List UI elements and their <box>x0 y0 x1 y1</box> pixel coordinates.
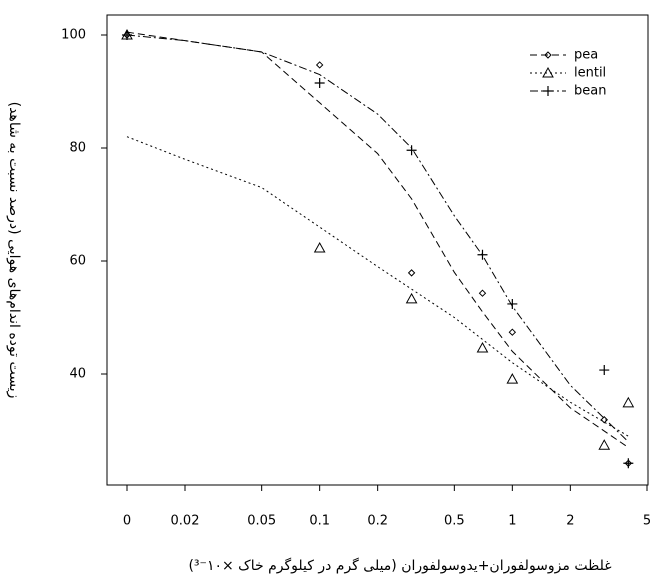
legend-label: pea <box>574 48 598 63</box>
point <box>623 458 634 469</box>
plot-frame <box>106 14 649 486</box>
point <box>314 78 325 89</box>
y-tick-label: 80 <box>69 141 86 156</box>
x-tick-label: 5 <box>643 514 651 529</box>
fit-curve <box>126 31 629 448</box>
point <box>315 61 324 69</box>
x-tick-label: 0.5 <box>444 514 465 529</box>
point <box>506 373 519 384</box>
y-tick-label: 40 <box>69 367 86 382</box>
point <box>598 439 611 450</box>
point <box>406 145 417 156</box>
point <box>476 341 489 353</box>
point <box>508 328 517 336</box>
legend-label: bean <box>574 84 606 99</box>
point <box>622 396 635 408</box>
x-axis-title: غلظت مزوسولفوران+یدوسولفوران (میلی گرم د… <box>188 557 611 574</box>
point <box>478 289 487 297</box>
point <box>313 241 326 253</box>
y-axis-title: زیست توده اندام‌های هوایی (درصد نسبت به … <box>6 102 22 399</box>
x-tick-label: 0.02 <box>171 514 200 529</box>
point <box>122 30 132 40</box>
point <box>477 249 488 260</box>
y-tick-label: 100 <box>61 28 86 43</box>
point <box>599 365 610 376</box>
point <box>405 292 418 304</box>
fit-curve <box>126 34 629 443</box>
point <box>600 416 608 424</box>
y-tick-label: 60 <box>69 254 86 269</box>
x-tick-label: 0 <box>123 514 131 529</box>
point <box>407 269 416 277</box>
point <box>507 298 518 309</box>
legend-marker <box>544 51 552 59</box>
x-tick-label: 0.2 <box>367 514 388 529</box>
legend-marker <box>543 86 553 96</box>
x-tick-label: 2 <box>566 514 574 529</box>
fit-curve <box>126 136 629 437</box>
x-tick-label: 0.1 <box>309 514 330 529</box>
legend-marker <box>542 66 554 78</box>
x-tick-label: 0.05 <box>247 514 276 529</box>
legend-label: lentil <box>574 66 606 81</box>
x-tick-label: 1 <box>508 514 516 529</box>
